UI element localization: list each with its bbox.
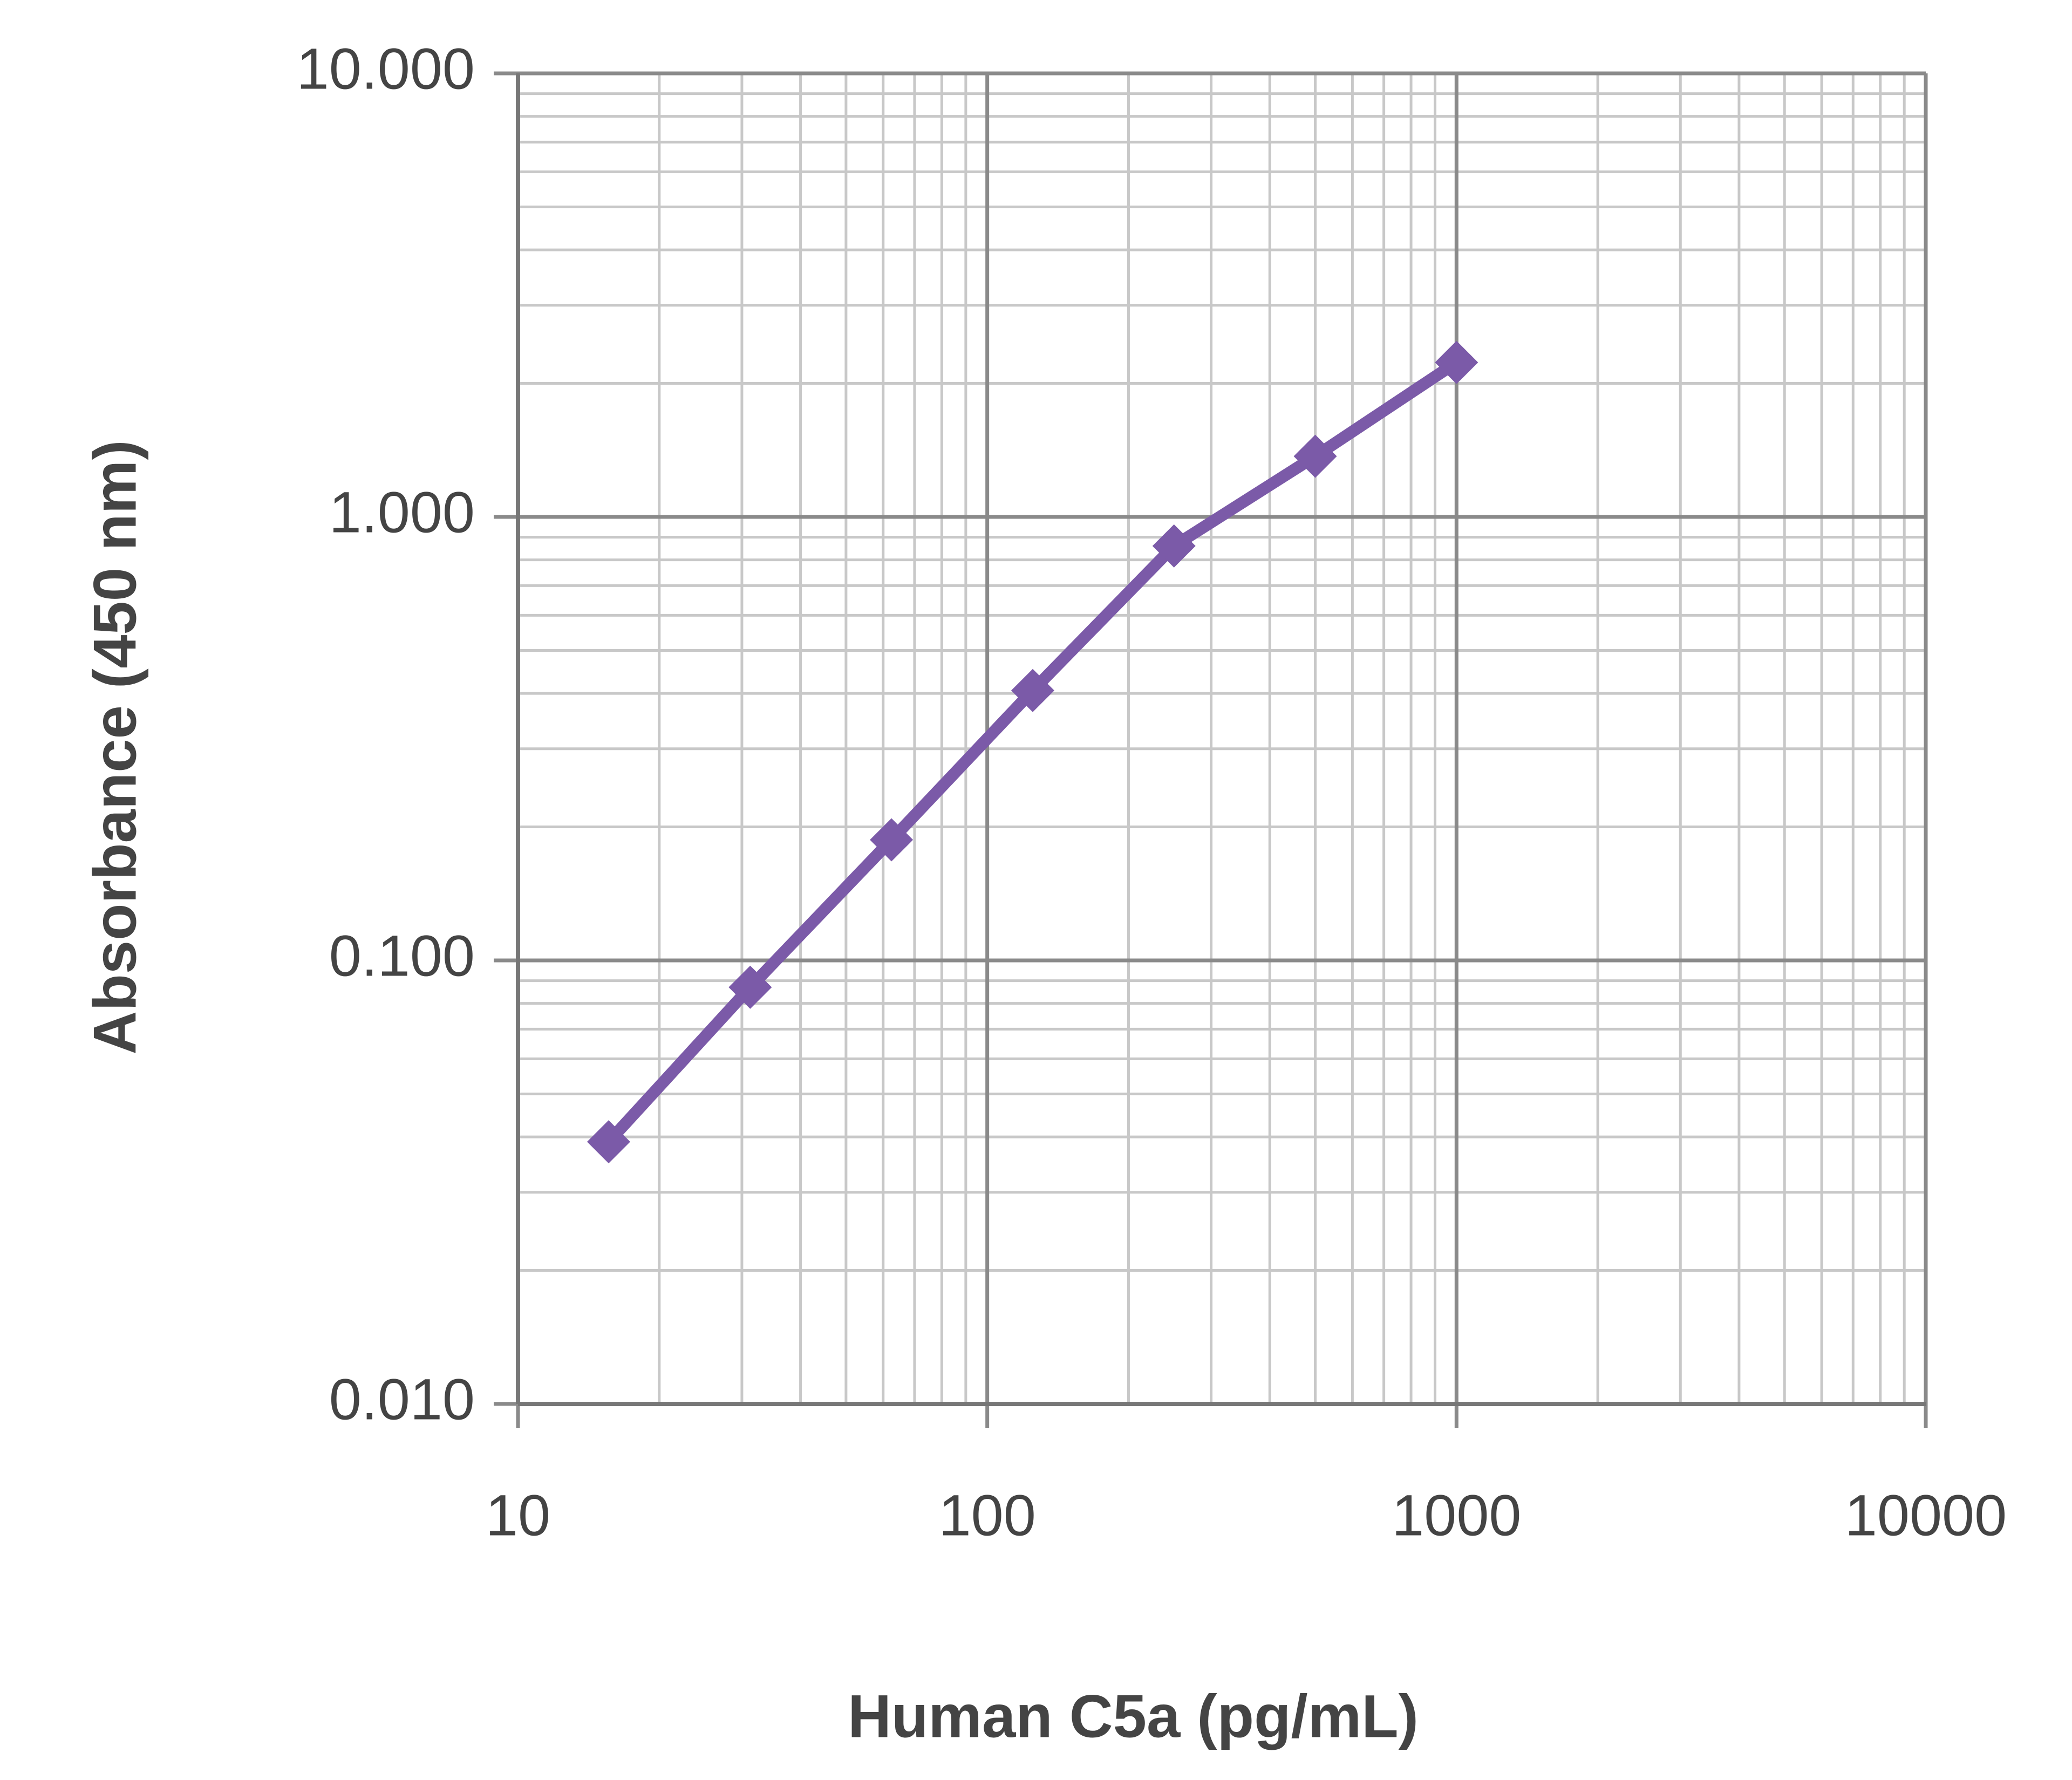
data-point: [587, 1120, 630, 1164]
data-point: [1293, 434, 1337, 478]
x-tick-label: 1000: [1392, 1483, 1521, 1548]
data-point: [1011, 669, 1054, 712]
x-tick-label: 10: [486, 1483, 550, 1548]
y-tick-label: 0.010: [329, 1367, 475, 1432]
x-tick-label: 100: [939, 1483, 1036, 1548]
data-point: [728, 965, 772, 1009]
data-point: [1435, 340, 1478, 384]
x-axis-title: Human C5a (pg/mL): [848, 1683, 1419, 1750]
y-tick-label: 1.000: [329, 480, 475, 545]
y-tick-label: 0.100: [329, 923, 475, 988]
data-point: [1152, 524, 1196, 568]
data-line: [604, 357, 1460, 1146]
y-tick-label: 10.000: [297, 36, 475, 101]
x-tick-label: 10000: [1845, 1483, 2007, 1548]
y-axis-title: Absorbance (450 nm): [81, 440, 149, 1055]
data-point: [870, 818, 914, 862]
